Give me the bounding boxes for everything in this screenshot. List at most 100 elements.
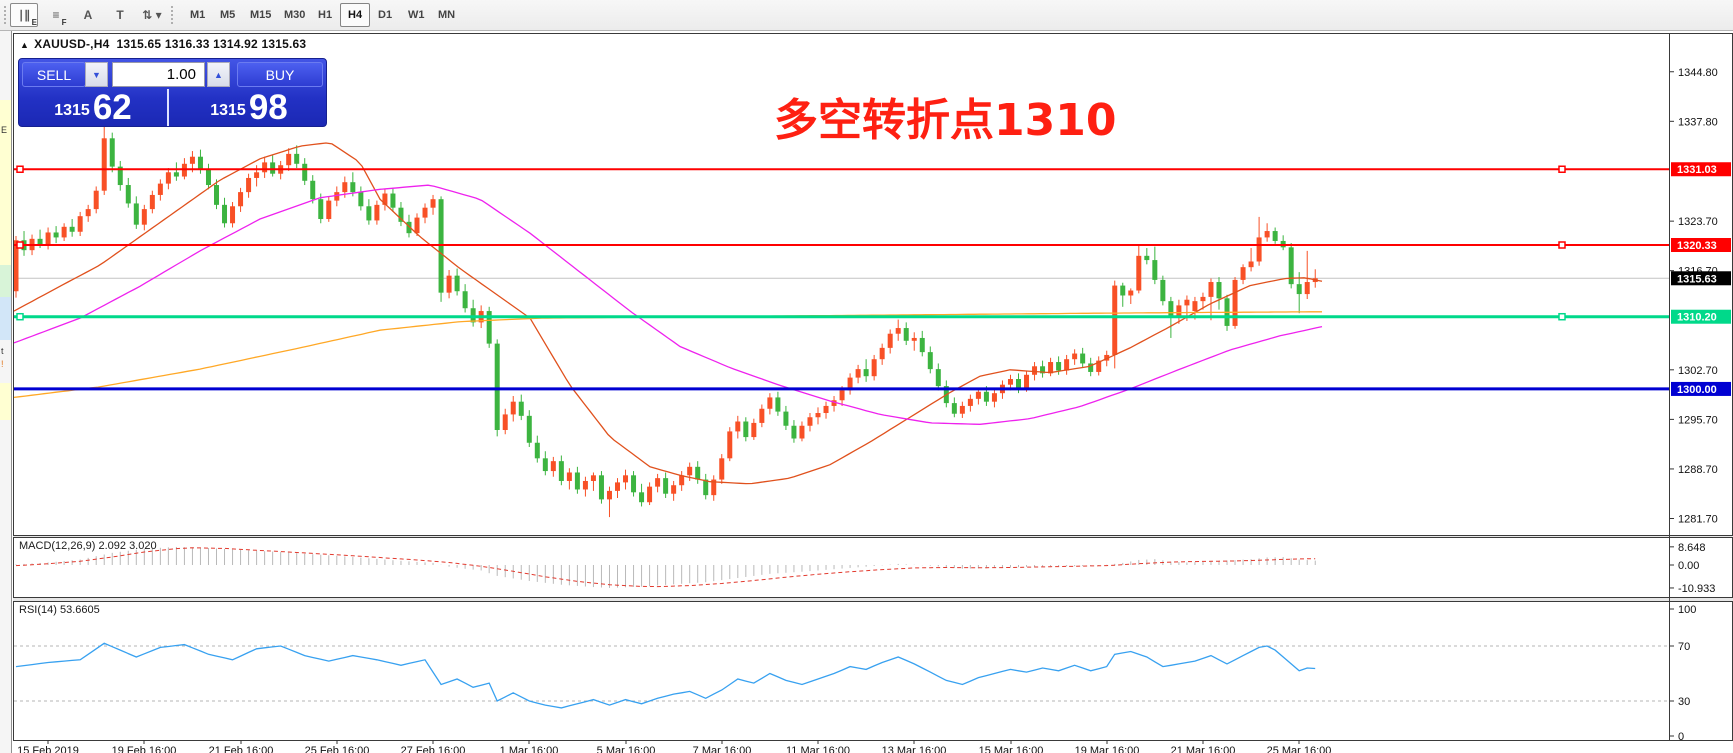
timeframe-m1[interactable]: M1	[190, 9, 206, 21]
dock-row-label: t	[1, 346, 4, 356]
dock-row-block	[0, 100, 11, 265]
text-icon[interactable]: A	[83, 8, 93, 22]
timeframe-m30[interactable]: M30	[284, 9, 306, 21]
price-tag-1310.20	[1671, 309, 1731, 324]
time-tick-label: 5 Mar 16:00	[597, 745, 656, 753]
price-tick-label: 1288.70	[1678, 464, 1718, 476]
text-label-icon[interactable]: T	[116, 8, 124, 22]
line-handle[interactable]	[1558, 165, 1566, 173]
price-tag-label: 1331.03	[1677, 164, 1717, 176]
line-handle[interactable]	[16, 241, 24, 249]
sell-price-box[interactable]: 1315 62	[19, 89, 169, 126]
price-tag-label: 1315.63	[1677, 273, 1717, 285]
price-axis[interactable]: 1344.801337.801323.701316.701302.701295.…	[1670, 67, 1731, 743]
timeframe-h1[interactable]: H1	[318, 9, 333, 21]
arrow-tools-icon[interactable]: ⇅ ▾	[142, 8, 162, 22]
timeframe-m15[interactable]: M15	[250, 9, 272, 21]
price-tick-label: 1323.70	[1678, 216, 1718, 228]
chart-background	[13, 33, 1733, 753]
indicators-chart-icon[interactable]: ∣∥ E	[10, 3, 38, 27]
panel-splitter[interactable]	[13, 598, 1733, 601]
line-handle[interactable]	[16, 312, 24, 321]
time-tick-label: 21 Mar 16:00	[1171, 745, 1236, 753]
sell-price-main: 1315	[54, 102, 90, 119]
price-tag-label: 1320.33	[1677, 240, 1717, 252]
price-tag-label: 1300.00	[1677, 384, 1717, 396]
price-tag-1320.33	[1671, 238, 1731, 252]
timeframe-h4[interactable]: H4	[340, 3, 371, 27]
toolbar: ∣∥ E ≡ F A T ⇅ ▾ M1 M5 M15 M30 H1 H4 D1 W1 MN	[0, 0, 1733, 31]
volume-input[interactable]	[112, 62, 205, 87]
dock-row-label: E	[1, 125, 8, 135]
line-handle[interactable]	[1558, 241, 1566, 249]
rsi-axis-label: 30	[1678, 696, 1690, 708]
time-tick-label: 13 Mar 16:00	[882, 745, 947, 753]
price-tick-label: 1281.70	[1678, 514, 1718, 526]
dock-row-label: !	[1, 359, 4, 369]
price-tag-label: 1310.20	[1677, 312, 1717, 324]
ma-fast-line	[13, 142, 1323, 485]
buy-button[interactable]: BUY	[237, 62, 323, 87]
rsi-line	[15, 642, 1316, 709]
fibonacci-lines-icon[interactable]: ≡ F	[52, 8, 67, 27]
timeframe-m5[interactable]: M5	[220, 9, 236, 21]
time-tick-label: 19 Feb 16:00	[112, 745, 177, 753]
one-click-trading-panel: SELL ▼ ▲ BUY 1315 62 1315 98	[18, 58, 327, 127]
macd-axis-label: 0.00	[1678, 560, 1699, 572]
symbol-name: XAUUSD-,H4	[34, 37, 110, 51]
toolbar-grip-2[interactable]	[170, 5, 175, 26]
ma-slow-line	[13, 184, 1323, 425]
buy-price-pips: 98	[248, 88, 288, 127]
price-tag-1331.03	[1671, 162, 1731, 177]
line-handle[interactable]	[16, 165, 24, 173]
line-handle[interactable]	[1558, 312, 1566, 321]
timeframe-mn[interactable]: MN	[438, 9, 456, 21]
time-tick-label: 7 Mar 16:00	[693, 745, 752, 753]
chart-annotation-text: 多空转折点1310	[774, 95, 1117, 146]
macd-indicator-label: MACD(12,26,9) 2.092 3.020	[19, 540, 157, 552]
buy-price-box[interactable]: 1315 98	[171, 89, 327, 126]
price-tick-label: 1295.70	[1678, 414, 1718, 426]
sell-price-pips: 62	[92, 88, 132, 127]
time-axis[interactable]: 15 Feb 2019 19 Feb 16:00 21 Feb 16:00 25 Fe…	[17, 740, 1331, 753]
timeframe-d1[interactable]: D1	[378, 9, 393, 21]
dock-row-block	[0, 383, 11, 420]
macd-signal-line	[15, 547, 1316, 588]
time-tick-label: 25 Feb 16:00	[305, 745, 370, 753]
toolbar-grip[interactable]	[3, 5, 8, 26]
macd-histogram	[15, 546, 1316, 588]
chart-symbol-header: ▲ XAUUSD-,H4 1315.65 1316.33 1314.92 1315…	[20, 37, 306, 51]
time-tick-label: 11 Mar 16:00	[786, 745, 850, 753]
time-tick-label: 15 Feb 2019	[17, 745, 79, 753]
volume-increase-button[interactable]: ▲	[207, 62, 230, 87]
symbol-collapse-icon[interactable]: ▲	[20, 40, 30, 50]
volume-decrease-button[interactable]: ▼	[85, 62, 108, 87]
macd-axis-label: -10.933	[1678, 583, 1715, 595]
dock-row-block	[0, 265, 11, 297]
time-tick-label: 27 Feb 16:00	[401, 745, 466, 753]
dock-row-block	[0, 297, 11, 340]
price-tick-label: 1344.80	[1678, 67, 1718, 79]
timeframe-w1[interactable]: W1	[408, 9, 425, 21]
ohlc-values: 1315.65 1316.33 1314.92 1315.63	[116, 37, 307, 51]
price-tag-1300.00	[1671, 381, 1731, 396]
time-tick-label: 1 Mar 16:00	[500, 745, 559, 753]
rsi-indicator-label: RSI(14) 53.6605	[19, 604, 100, 616]
time-tick-label: 15 Mar 16:00	[979, 745, 1044, 753]
time-tick-label: 21 Feb 16:00	[209, 745, 274, 753]
rsi-axis-label: 70	[1678, 641, 1690, 653]
buy-price-main: 1315	[210, 102, 246, 119]
sell-button[interactable]: SELL	[22, 62, 86, 87]
price-tick-label: 1337.80	[1678, 116, 1718, 128]
price-tick-label: 1302.70	[1678, 365, 1718, 377]
time-tick-label: 19 Mar 16:00	[1075, 745, 1140, 753]
rsi-axis-label: 100	[1678, 604, 1696, 616]
price-tag-1315.63	[1671, 271, 1731, 286]
rsi-axis-label: 0	[1678, 731, 1684, 743]
macd-axis-label: 8.648	[1678, 542, 1706, 554]
panel-splitter[interactable]	[13, 536, 1733, 537]
time-tick-label: 25 Mar 16:00	[1267, 745, 1332, 753]
